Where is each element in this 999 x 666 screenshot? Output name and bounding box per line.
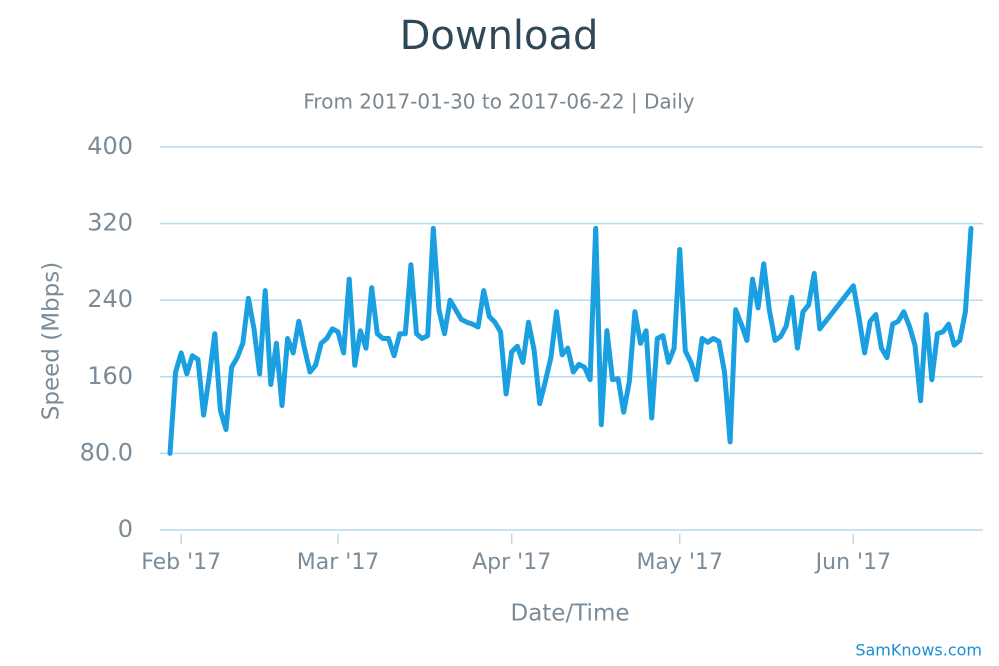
x-tick-label: Apr '17 bbox=[472, 550, 551, 575]
y-tick-label: 400 bbox=[87, 132, 133, 160]
x-tick-label: Jun '17 bbox=[814, 550, 891, 575]
y-axis-title: Speed (Mbps) bbox=[39, 262, 65, 420]
y-tick-label: 320 bbox=[87, 209, 133, 237]
chart-title: Download bbox=[400, 13, 599, 59]
y-tick-label: 0 bbox=[118, 515, 133, 543]
y-tick-label: 240 bbox=[87, 285, 133, 313]
x-tick-label: May '17 bbox=[636, 550, 723, 575]
x-tick-label: Mar '17 bbox=[297, 550, 380, 575]
x-tick-label: Feb '17 bbox=[141, 550, 221, 575]
chart-subtitle: From 2017-01-30 to 2017-06-22 | Daily bbox=[303, 90, 694, 114]
data-line bbox=[167, 225, 974, 456]
x-axis-title: Date/Time bbox=[510, 601, 629, 627]
credits[interactable]: SamKnows.com bbox=[855, 641, 982, 660]
y-tick-label: 160 bbox=[87, 362, 133, 390]
y-tick-label: 80.0 bbox=[80, 438, 133, 466]
